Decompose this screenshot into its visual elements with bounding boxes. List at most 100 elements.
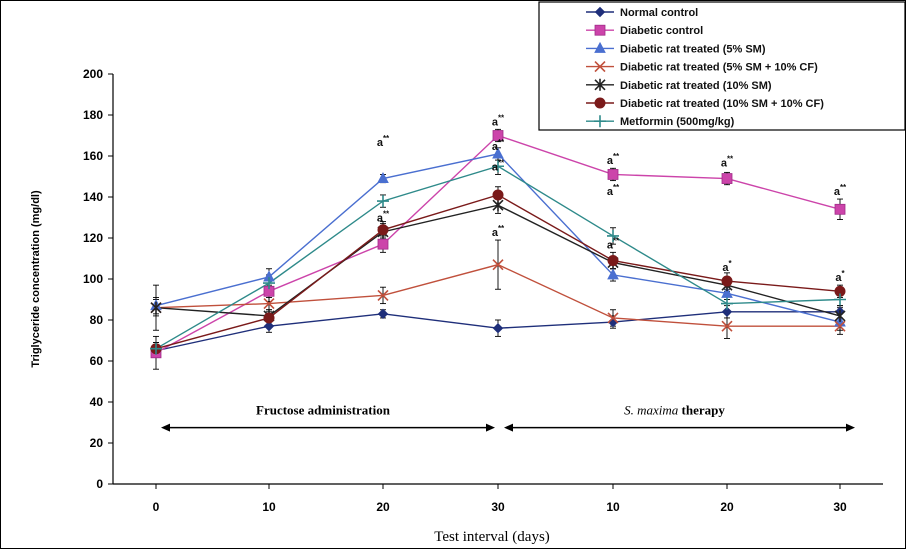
data-point-marker (263, 312, 275, 324)
y-tick-label: 120 (83, 231, 103, 245)
star-marker (150, 301, 162, 314)
data-point-marker (594, 78, 606, 91)
data-point-marker (377, 224, 389, 236)
legend-label: Normal control (620, 7, 698, 19)
y-tick-label: 60 (90, 354, 104, 368)
data-point-marker (721, 306, 733, 318)
significance-stars: ** (613, 152, 620, 161)
significance-letter: a (721, 157, 728, 169)
circle-marker (377, 224, 389, 236)
significance-letter: a (377, 137, 384, 149)
y-tick-label: 180 (83, 108, 103, 122)
significance-letter: a (377, 213, 384, 225)
legend-label: Diabetic rat treated (10% SM + 10% CF) (620, 98, 824, 110)
diamond-marker (594, 6, 606, 18)
significance-label: a** (607, 152, 620, 167)
significance-stars: ** (498, 158, 505, 167)
plus-marker (150, 342, 162, 355)
phase-arrowhead (486, 423, 495, 432)
y-tick-label: 140 (83, 190, 103, 204)
legend-item: Metformin (500mg/kg) (586, 115, 735, 128)
circle-marker (492, 189, 504, 201)
triangle-marker (492, 147, 504, 159)
plus-marker (263, 277, 275, 290)
significance-label: a** (492, 158, 505, 173)
y-tick-label: 200 (83, 67, 103, 81)
phase-arrowhead (504, 423, 513, 432)
significance-letter: a (834, 186, 841, 198)
data-point-marker (377, 195, 389, 208)
data-point-marker (721, 275, 733, 287)
significance-letter: a (492, 116, 499, 128)
data-point-marker (492, 130, 504, 141)
x-marker (377, 289, 389, 301)
significance-letter: a (607, 155, 614, 167)
star-marker (594, 78, 606, 91)
significance-label: a** (607, 183, 620, 198)
x-marker (263, 298, 275, 310)
plus-marker (377, 195, 389, 208)
plus-marker (834, 293, 846, 306)
significance-label: a** (721, 154, 734, 169)
significance-label: a** (492, 113, 505, 128)
x-tick-label: 0 (153, 500, 160, 514)
data-point-marker (492, 189, 504, 201)
y-tick-label: 0 (96, 477, 103, 491)
data-point-marker (721, 173, 733, 184)
x-tick-label: 20 (376, 500, 390, 514)
legend-item: Diabetic rat treated (5% SM) (586, 41, 766, 55)
data-point-marker (607, 169, 619, 180)
legend-label: Diabetic rat treated (10% SM) (620, 80, 772, 92)
legend-label: Diabetic rat treated (5% SM) (620, 43, 766, 55)
data-point-marker (607, 268, 619, 280)
diamond-marker (377, 308, 389, 320)
significance-label: a** (377, 134, 390, 149)
square-marker (594, 24, 606, 36)
data-point-marker (834, 309, 846, 322)
x-marker (721, 320, 733, 332)
plus-marker (594, 115, 606, 128)
data-point-marker (492, 160, 504, 173)
x-marker (607, 312, 619, 324)
diamond-marker (263, 320, 275, 332)
phase-label: S. maxima therapy (624, 403, 725, 418)
significance-label: a* (835, 269, 845, 284)
x-axis-title: Test interval (days) (434, 529, 550, 545)
significance-stars: ** (840, 183, 847, 192)
legend-item: Diabetic rat treated (10% SM) (586, 78, 772, 92)
significance-stars: ** (498, 224, 505, 233)
data-point-marker (594, 97, 606, 109)
significance-label: a** (607, 236, 620, 251)
significance-stars: ** (498, 138, 505, 147)
triangle-marker (594, 41, 606, 53)
significance-label: a** (377, 210, 390, 225)
phase-label-italic: S. maxima (624, 403, 679, 418)
diamond-marker (721, 306, 733, 318)
data-point-marker (594, 6, 606, 18)
significance-stars: * (842, 269, 846, 278)
legend-item: Diabetic rat treated (5% SM + 10% CF) (586, 61, 818, 74)
data-point-marker (721, 286, 733, 298)
significance-stars: ** (613, 183, 620, 192)
legend-label: Diabetic rat treated (5% SM + 10% CF) (620, 62, 818, 74)
square-marker (834, 203, 846, 215)
phase-label-suffix: therapy (678, 403, 725, 418)
legend: Normal control Diabetic control Diabetic r… (538, 1, 905, 131)
square-marker (607, 169, 619, 180)
data-point-marker (834, 320, 846, 332)
data-point-marker (607, 255, 619, 267)
significance-letter: a (492, 161, 499, 173)
star-marker (834, 309, 846, 322)
significance-letter: a (607, 186, 614, 198)
y-tick-label: 160 (83, 149, 103, 163)
data-point-marker (492, 322, 504, 334)
data-point-marker (377, 238, 389, 250)
significance-stars: ** (383, 134, 390, 143)
triangle-marker (721, 286, 733, 298)
axes: 0 20 40 60 80 100 120 140 160 180 200 0 10 20 30 10 20 30… (30, 67, 883, 545)
significance-letter: a (492, 227, 499, 239)
x-tick-label: 30 (833, 500, 847, 514)
phase-arrowhead (161, 423, 170, 432)
circle-marker (607, 255, 619, 267)
